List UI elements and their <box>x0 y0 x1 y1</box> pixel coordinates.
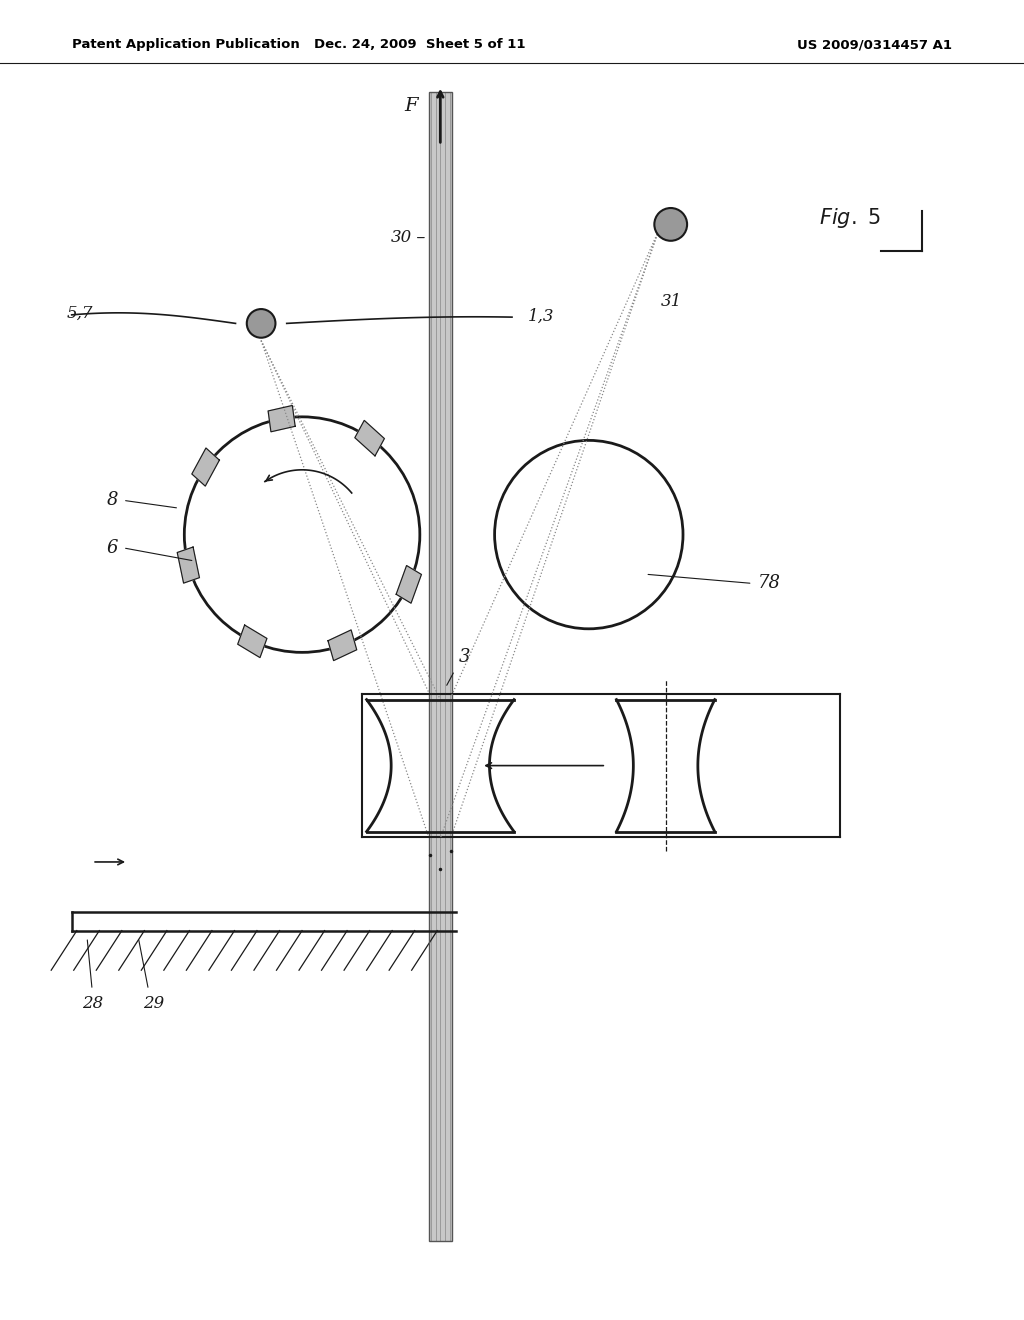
Text: 31: 31 <box>660 293 682 310</box>
Text: F: F <box>404 96 418 115</box>
Polygon shape <box>355 420 384 455</box>
Polygon shape <box>177 546 200 583</box>
Text: US 2009/0314457 A1: US 2009/0314457 A1 <box>798 38 952 51</box>
Text: 1,3: 1,3 <box>527 309 554 325</box>
Polygon shape <box>396 565 422 603</box>
Text: 5,7: 5,7 <box>67 305 93 321</box>
Text: 28: 28 <box>82 995 103 1011</box>
Bar <box>429 92 452 1241</box>
Polygon shape <box>328 630 356 660</box>
Text: 3: 3 <box>459 648 470 667</box>
Text: $\mathit{Fig.}\ 5$: $\mathit{Fig.}\ 5$ <box>819 206 881 230</box>
Text: 29: 29 <box>143 995 165 1011</box>
Ellipse shape <box>654 209 687 240</box>
Ellipse shape <box>495 441 683 628</box>
Text: Patent Application Publication: Patent Application Publication <box>72 38 299 51</box>
Text: 78: 78 <box>758 574 780 593</box>
Text: 8: 8 <box>106 491 118 510</box>
Ellipse shape <box>247 309 275 338</box>
Ellipse shape <box>184 417 420 652</box>
Text: 30: 30 <box>390 230 412 246</box>
Polygon shape <box>238 626 267 657</box>
Bar <box>429 92 452 1241</box>
Polygon shape <box>268 405 295 432</box>
Polygon shape <box>191 447 219 486</box>
Text: Dec. 24, 2009  Sheet 5 of 11: Dec. 24, 2009 Sheet 5 of 11 <box>314 38 525 51</box>
Text: 6: 6 <box>106 539 118 557</box>
